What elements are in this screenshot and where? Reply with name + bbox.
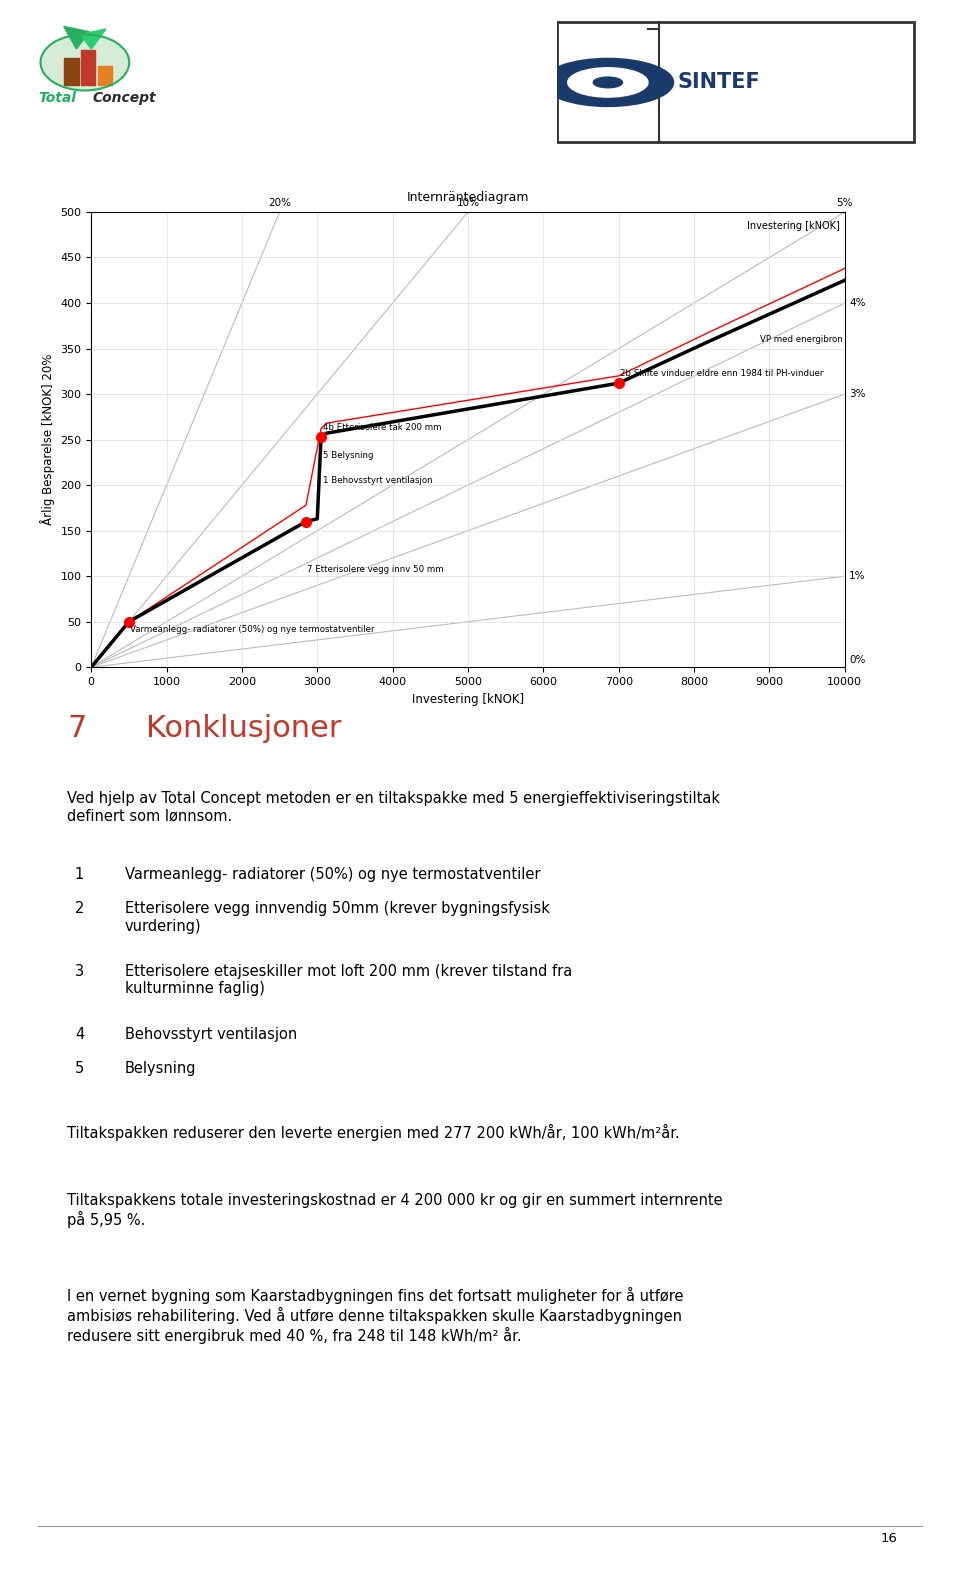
Polygon shape xyxy=(98,66,112,85)
Text: 1 Behovsstyrt ventilasjon: 1 Behovsstyrt ventilasjon xyxy=(323,476,432,485)
Text: 4%: 4% xyxy=(849,298,866,308)
Text: Investering [kNOK]: Investering [kNOK] xyxy=(747,221,840,231)
Text: 1%: 1% xyxy=(849,571,866,581)
Text: 3%: 3% xyxy=(849,389,866,399)
Text: Tiltakspakkens totale investeringskostnad er 4 200 000 kr og gir en summert inte: Tiltakspakkens totale investeringskostna… xyxy=(67,1193,723,1228)
Polygon shape xyxy=(81,50,95,85)
Text: 3: 3 xyxy=(75,964,84,980)
Text: 10%: 10% xyxy=(457,198,479,209)
Text: Concept: Concept xyxy=(92,91,156,105)
Text: 4: 4 xyxy=(75,1027,84,1042)
Text: Konklusjoner: Konklusjoner xyxy=(146,714,342,743)
Circle shape xyxy=(567,68,648,97)
Text: 20%: 20% xyxy=(268,198,291,209)
Circle shape xyxy=(593,77,622,88)
Text: VP med energibron: VP med energibron xyxy=(759,334,843,344)
Text: 16: 16 xyxy=(880,1532,898,1545)
Text: 7: 7 xyxy=(67,714,86,743)
Text: Ved hjelp av Total Concept metoden er en tiltakspakke med 5 energieffektiviserin: Ved hjelp av Total Concept metoden er en… xyxy=(67,791,720,824)
Text: SINTEF: SINTEF xyxy=(677,72,760,93)
Text: 5%: 5% xyxy=(836,198,853,209)
Text: Varmeanlegg- radiatorer (50%) og nye termostatventiler: Varmeanlegg- radiatorer (50%) og nye ter… xyxy=(130,625,374,634)
Circle shape xyxy=(40,35,130,91)
Text: 1: 1 xyxy=(75,867,84,882)
Text: Belysning: Belysning xyxy=(125,1061,196,1077)
Text: Varmeanlegg- radiatorer (50%) og nye termostatventiler: Varmeanlegg- radiatorer (50%) og nye ter… xyxy=(125,867,540,882)
Text: Total: Total xyxy=(38,91,77,105)
Title: Internräntediagram: Internräntediagram xyxy=(407,192,529,204)
Text: 5 Belysning: 5 Belysning xyxy=(323,451,373,460)
Y-axis label: Årlig Besparelse [kNOK] 20%: Årlig Besparelse [kNOK] 20% xyxy=(39,353,55,526)
X-axis label: Investering [kNOK]: Investering [kNOK] xyxy=(412,692,524,705)
Text: 2: 2 xyxy=(75,901,84,917)
Text: I en vernet bygning som Kaarstadbygningen fins det fortsatt muligheter for å utf: I en vernet bygning som Kaarstadbygninge… xyxy=(67,1287,684,1344)
Text: 7 Etterisolere vegg innv 50 mm: 7 Etterisolere vegg innv 50 mm xyxy=(307,565,444,575)
Polygon shape xyxy=(63,27,89,49)
Text: Behovsstyrt ventilasjon: Behovsstyrt ventilasjon xyxy=(125,1027,297,1042)
Text: 5: 5 xyxy=(75,1061,84,1077)
Text: 4b Etterisolere tak 200 mm: 4b Etterisolere tak 200 mm xyxy=(323,424,441,432)
Polygon shape xyxy=(81,30,106,49)
Text: 2b Skifte vinduer eldre enn 1984 til PH-vinduer: 2b Skifte vinduer eldre enn 1984 til PH-… xyxy=(620,369,824,378)
Polygon shape xyxy=(63,58,79,85)
Circle shape xyxy=(542,58,674,107)
Text: Tiltakspakken reduserer den leverte energien med 277 200 kWh/år, 100 kWh/m²år.: Tiltakspakken reduserer den leverte ener… xyxy=(67,1124,680,1141)
Text: 0%: 0% xyxy=(849,655,865,666)
Text: Etterisolere vegg innvendig 50mm (krever bygningsfysisk
vurdering): Etterisolere vegg innvendig 50mm (krever… xyxy=(125,901,550,934)
Text: Etterisolere etajseskiller mot loft 200 mm (krever tilstand fra
kulturminne fagl: Etterisolere etajseskiller mot loft 200 … xyxy=(125,964,572,997)
